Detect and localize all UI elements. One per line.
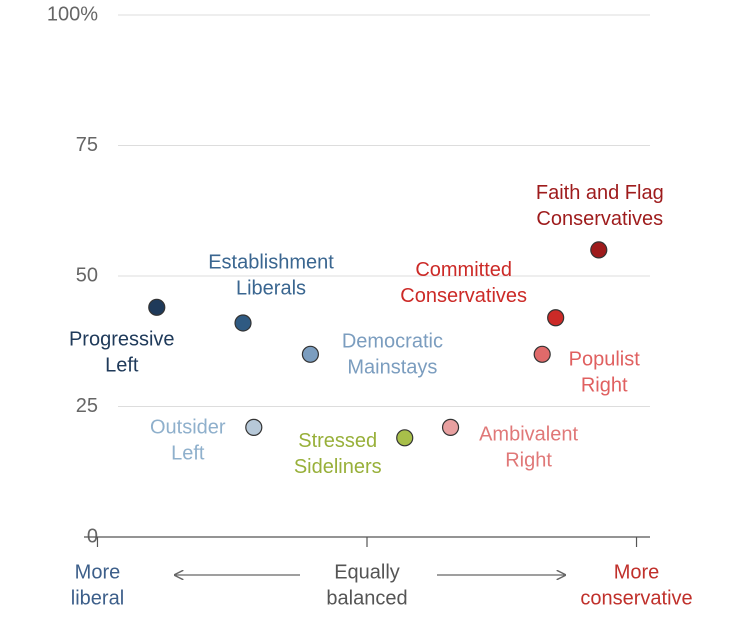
point-label: Populist (569, 349, 641, 371)
point-label: Left (171, 443, 205, 465)
y-tick-label: 25 (76, 395, 98, 417)
point-label: Right (505, 450, 552, 472)
point (148, 298, 166, 316)
point-label: Progressive (69, 329, 175, 351)
point-label: Mainstays (347, 357, 437, 379)
point (441, 418, 460, 436)
point-label: Committed (415, 259, 512, 281)
y-tick-label: 100% (47, 3, 98, 25)
point-label: Establishment (208, 251, 334, 273)
point (533, 345, 551, 363)
x-tick-label: Equally (334, 561, 400, 583)
point (301, 345, 319, 363)
point (547, 309, 565, 327)
x-tick-label: More (614, 561, 660, 583)
point-label: Right (581, 375, 628, 397)
point (245, 418, 263, 436)
point-label: Conservatives (536, 208, 663, 230)
x-tick-label: balanced (326, 587, 407, 609)
point-label: Conservatives (400, 285, 527, 307)
y-tick-label: 50 (76, 264, 98, 286)
x-tick-label: More (75, 561, 121, 583)
x-tick-label: liberal (71, 587, 124, 609)
point (234, 314, 252, 332)
point-label: Democratic (342, 331, 443, 353)
point (590, 241, 608, 259)
point-label: Sideliners (294, 456, 382, 478)
y-tick-label: 0 (87, 525, 98, 547)
point-label: Liberals (236, 277, 306, 299)
point-label: Faith and Flag (536, 182, 664, 204)
point (396, 429, 414, 447)
y-tick-label: 75 (76, 134, 98, 156)
point-label: Left (105, 355, 139, 377)
x-tick-label: conservative (580, 587, 692, 609)
point-label: Outsider (150, 417, 226, 439)
point-label: Ambivalent (479, 424, 578, 446)
point-label: Stressed (298, 430, 377, 452)
